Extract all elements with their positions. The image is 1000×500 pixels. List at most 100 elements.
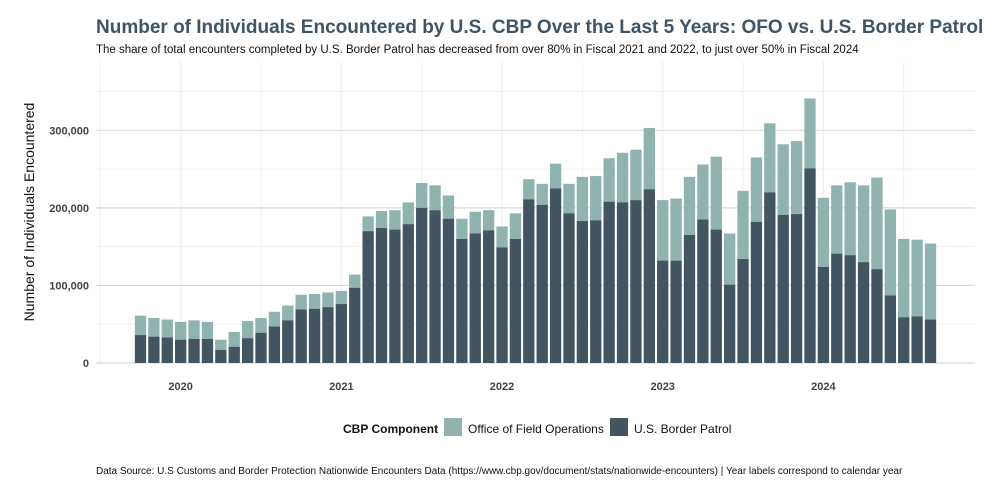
bar-ofo — [563, 183, 575, 214]
bar-ofo — [924, 243, 937, 320]
bar-usbp — [389, 229, 401, 363]
bar-ofo — [322, 292, 334, 308]
bar-usbp — [469, 233, 481, 363]
bar-ofo — [871, 177, 883, 270]
bar-ofo — [496, 226, 508, 248]
bar-usbp — [563, 213, 575, 363]
bar-ofo — [817, 197, 830, 267]
bar-usbp — [871, 269, 883, 363]
bar-ofo — [844, 182, 856, 256]
bar-ofo — [750, 157, 763, 222]
bar-ofo — [362, 216, 374, 232]
bar-usbp — [456, 238, 468, 363]
bar-ofo — [764, 123, 776, 193]
bar-usbp — [831, 253, 843, 363]
gridlines — [96, 62, 975, 364]
bar-usbp — [697, 219, 709, 363]
bar-ofo — [603, 158, 615, 202]
bar-ofo — [429, 185, 441, 211]
bar-usbp — [884, 295, 896, 363]
bar-usbp — [201, 338, 214, 363]
bar-ofo — [523, 179, 535, 200]
bar-usbp — [308, 308, 321, 363]
bar-usbp — [349, 287, 361, 363]
bar-ofo — [509, 213, 522, 239]
x-tick-label: 2020 — [168, 381, 192, 393]
legend-swatch-ofo — [444, 418, 462, 436]
bar-usbp — [737, 259, 749, 363]
bar-ofo — [657, 200, 669, 261]
bar-usbp — [764, 192, 776, 363]
chart-title: Number of Individuals Encountered by U.S… — [96, 17, 983, 38]
bar-usbp — [188, 338, 200, 363]
bar-usbp — [148, 336, 160, 363]
bar-usbp — [482, 230, 495, 363]
bar-usbp — [804, 168, 816, 363]
bar-ofo — [375, 210, 388, 229]
bar-ofo — [134, 315, 147, 336]
bar-usbp — [215, 349, 227, 363]
bar-ofo — [161, 319, 173, 338]
bar-ofo — [643, 127, 655, 190]
bar-ofo — [268, 311, 281, 327]
bar-usbp — [643, 189, 655, 363]
bar-ofo — [670, 198, 682, 261]
y-axis-label: Number of Individuals Encountered — [21, 103, 37, 322]
legend-label-ofo: Office of Field Operations — [468, 422, 604, 436]
bar-ofo — [335, 290, 347, 305]
bar-usbp — [241, 338, 254, 363]
bar-usbp — [710, 229, 722, 363]
y-tick-label: 200,000 — [49, 203, 89, 215]
bar-usbp — [375, 228, 388, 363]
x-tick-label: 2024 — [811, 381, 836, 393]
bar-ofo — [456, 218, 468, 239]
x-tick-label: 2022 — [490, 381, 514, 393]
bar-ofo — [683, 176, 696, 236]
bar-ofo — [549, 163, 562, 189]
y-tick-label: 100,000 — [49, 280, 89, 292]
bar-usbp — [724, 284, 736, 363]
x-tick-labels: 2020 2021 2022 2023 2024 — [168, 381, 836, 393]
bar-usbp — [630, 200, 642, 363]
bars — [134, 98, 937, 363]
bar-ofo — [442, 195, 455, 219]
bar-ofo — [201, 321, 214, 339]
bar-ofo — [804, 98, 816, 169]
bar-ofo — [590, 176, 602, 221]
bar-ofo — [389, 210, 401, 230]
bar-usbp — [268, 326, 281, 363]
bar-ofo — [536, 183, 548, 205]
bar-ofo — [630, 149, 642, 201]
bar-ofo — [724, 233, 736, 285]
bar-usbp — [496, 247, 508, 363]
bar-ofo — [911, 239, 923, 317]
bar-usbp — [549, 188, 562, 363]
bar-usbp — [509, 238, 522, 363]
bar-usbp — [175, 339, 187, 363]
bar-usbp — [255, 332, 267, 363]
bar-ofo — [416, 183, 428, 208]
bar-usbp — [523, 199, 535, 363]
bar-ofo — [241, 321, 254, 339]
bar-usbp — [670, 260, 682, 363]
bar-ofo — [831, 185, 843, 254]
bar-ofo — [710, 156, 722, 230]
bar-usbp — [442, 218, 455, 363]
chart-subtitle: The share of total encounters completed … — [96, 44, 859, 56]
x-tick-label: 2021 — [329, 381, 353, 393]
bar-ofo — [349, 274, 361, 288]
legend-label-usbp: U.S. Border Patrol — [634, 422, 731, 436]
legend: CBP Component Office of Field Operations… — [343, 418, 731, 436]
bar-ofo — [188, 320, 200, 339]
bar-ofo — [148, 318, 160, 337]
legend-title: CBP Component — [343, 422, 438, 436]
bar-usbp — [576, 221, 589, 363]
bar-ofo — [295, 294, 307, 310]
y-tick-label: 0 — [83, 358, 89, 370]
bar-usbp — [924, 319, 937, 363]
bar-usbp — [817, 266, 830, 363]
bar-ofo — [857, 185, 870, 263]
bar-ofo — [737, 190, 749, 260]
bar-ofo — [777, 144, 789, 215]
bar-ofo — [576, 176, 589, 222]
